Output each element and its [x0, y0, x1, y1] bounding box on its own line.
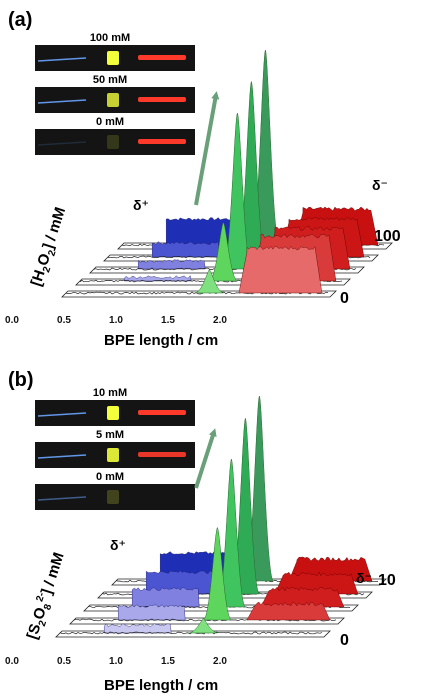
- x-tick-3: 1.5: [161, 656, 175, 667]
- trace-25-cathodic-area: [123, 275, 192, 282]
- photo-1-red-streak: [138, 452, 186, 457]
- panel-a-x-ticks: 0.0 0.5 1.0 1.5 2.0: [5, 315, 227, 326]
- panel-a-xlabel: BPE length / cm: [104, 332, 218, 349]
- x-tick-1: 0.5: [57, 315, 71, 326]
- photo-2-blue-streak: [37, 141, 87, 146]
- trace-0-cathodic-area: [103, 623, 172, 634]
- photo-0-blue-streak: [37, 412, 87, 417]
- photo-2-blue-streak: [37, 496, 87, 501]
- trace-2.5-cathodic-area: [117, 604, 186, 621]
- photo-2-label: 0 mM: [96, 471, 124, 483]
- x-tick-3: 1.5: [161, 315, 175, 326]
- panel-b-z-top: 10: [378, 572, 396, 589]
- trace-25-green-peak: [209, 222, 238, 282]
- panel-a-trend-arrow: [194, 91, 220, 206]
- panel-a: (a) 100 mM 50 mM 0 mM δ⁺ δ⁻ 100 0 [H2O2] /…: [5, 9, 401, 349]
- panel-b-photos: 10 mM 5 mM 0 mM: [35, 387, 195, 510]
- panel-a-label: (a): [8, 9, 32, 31]
- photo-0-blue-streak: [37, 57, 87, 62]
- panel-b-delta-minus: δ⁻: [356, 570, 372, 586]
- panel-a-waterfall-plot: [61, 49, 393, 298]
- panel-a-z-bottom: 0: [340, 290, 349, 307]
- trace-5-green-peak: [217, 458, 246, 608]
- photo-1-red-streak: [138, 97, 186, 102]
- panel-a-delta-minus: δ⁻: [372, 177, 388, 193]
- photo-2-yellow-spot: [107, 135, 119, 149]
- photo-1-label: 5 mM: [96, 429, 124, 441]
- photo-0-red-streak: [138, 55, 186, 60]
- trace-5-cathodic-area: [131, 587, 200, 608]
- x-tick-4: 2.0: [213, 656, 227, 667]
- panel-b-delta-plus: δ⁺: [110, 537, 126, 553]
- panel-b-ylabel: [S2O82-] / mM: [23, 550, 71, 642]
- trace-0: [55, 617, 331, 638]
- x-tick-4: 2.0: [213, 315, 227, 326]
- photo-0-label: 10 mM: [93, 387, 127, 399]
- panel-b-waterfall-plot: [55, 395, 387, 638]
- panel-b: (b) 10 mM 5 mM 0 mM δ⁺ δ⁻ 10 0 [S2O82-] / …: [5, 369, 396, 694]
- x-tick-2: 1.0: [109, 315, 123, 326]
- trace-2.5-anodic-area: [246, 601, 331, 621]
- photo-0-yellow-spot: [107, 406, 119, 420]
- photo-2-red-streak: [138, 139, 186, 144]
- trace-5-anodic-area: [260, 586, 345, 608]
- trace-0: [61, 246, 337, 298]
- photo-0-label: 100 mM: [90, 32, 130, 44]
- photo-2-label: 0 mM: [96, 116, 124, 128]
- photo-1-blue-streak: [37, 454, 87, 459]
- trace-75-cathodic-area: [151, 241, 220, 258]
- photo-0-red-streak: [138, 410, 186, 415]
- trace-0-anodic-area: [238, 246, 323, 294]
- trace-0-green-peak: [189, 617, 218, 634]
- trace-50-cathodic-area: [137, 259, 206, 270]
- photo-1-blue-streak: [37, 99, 87, 104]
- panel-b-trend-arrow: [194, 428, 217, 489]
- x-tick-0: 0.0: [5, 656, 19, 667]
- photo-2-yellow-spot: [107, 490, 119, 504]
- panel-b-x-ticks: 0.0 0.5 1.0 1.5 2.0: [5, 656, 227, 667]
- x-tick-2: 1.0: [109, 656, 123, 667]
- photo-1-label: 50 mM: [93, 74, 127, 86]
- panel-a-photos: 100 mM 50 mM 0 mM: [35, 32, 195, 155]
- trace-2.5: [69, 527, 345, 625]
- trace-100-cathodic-area: [165, 216, 234, 246]
- photo-0-yellow-spot: [107, 51, 119, 65]
- trace-0-green-peak: [195, 269, 224, 294]
- photo-2: [35, 484, 195, 510]
- trace-2.5-green-peak: [203, 527, 232, 621]
- trace-50-green-peak: [223, 112, 252, 270]
- panel-b-xlabel: BPE length / cm: [104, 677, 218, 694]
- x-tick-0: 0.0: [5, 315, 19, 326]
- photo-1-yellow-spot: [107, 448, 119, 462]
- photo-1-yellow-spot: [107, 93, 119, 107]
- panel-a-delta-plus: δ⁺: [133, 197, 149, 213]
- x-tick-1: 0.5: [57, 656, 71, 667]
- panel-a-ylabel: [H2O2] / mM: [28, 205, 72, 289]
- panel-b-label: (b): [8, 369, 34, 391]
- panel-b-z-bottom: 0: [340, 632, 349, 649]
- panel-a-z-top: 100: [374, 228, 401, 245]
